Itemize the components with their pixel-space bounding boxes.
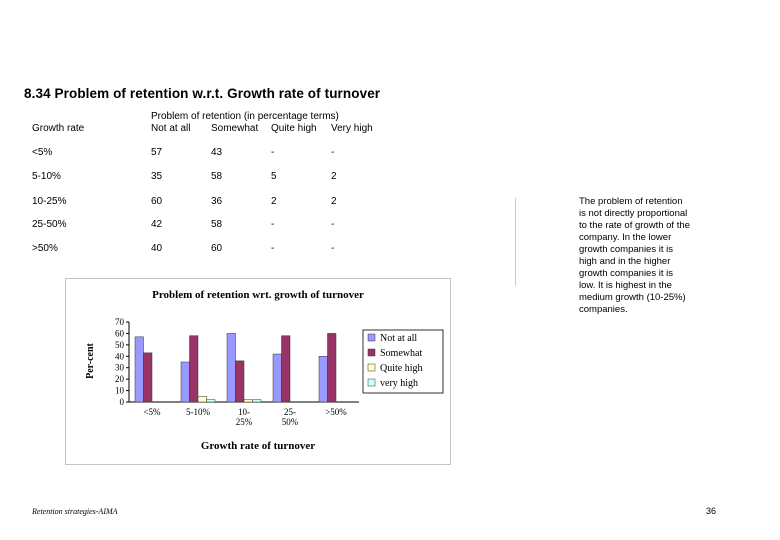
table-cell: 58 [211,171,223,182]
table-cell: 60 [151,196,163,207]
table-cell: 5 [271,171,277,182]
table-cell: - [331,243,335,254]
bar [252,399,262,403]
table-cell: - [271,219,275,230]
divider-line [515,198,516,286]
x-tick-label: 5-10% [186,407,210,417]
bar [143,352,153,403]
row-label: >50% [32,243,58,254]
bar [243,399,253,403]
footer-source: Retention strategies-AIMA [32,507,118,516]
y-tick-label: 10 [115,386,125,396]
bar [180,361,190,403]
chart-legend: Not at all Somewhat Quite high very high [362,329,444,394]
table-cell: 43 [211,147,223,158]
table-cell: 58 [211,219,223,230]
legend-label: Quite high [380,363,423,374]
table-cell: 60 [211,243,223,254]
legend-label: Not at all [380,333,417,344]
x-tick-label: 25- [284,407,296,417]
table-cell: 40 [151,243,163,254]
bar [281,335,291,403]
column-header: Very high [331,123,373,134]
group-header: Problem of retention (in percentage term… [151,111,339,122]
table-cell: - [331,219,335,230]
x-tick-label: 25% [236,417,253,427]
legend-swatch [367,348,376,357]
table-cell: 2 [271,196,277,207]
page-number: 36 [706,506,717,516]
table-cell: 42 [151,219,163,230]
x-tick-label: 10- [238,407,250,417]
y-axis-label: Per-cent [85,342,96,378]
column-header: Somewhat [211,123,259,134]
x-tick-label: 50% [282,417,299,427]
bar [272,353,282,403]
legend-swatch [367,333,376,342]
table-cell: 35 [151,171,163,182]
bar [226,333,236,403]
column-header: Quite high [271,123,317,134]
bar [235,360,245,403]
row-label: 25-50% [32,219,67,230]
bar [327,333,337,403]
legend-box [362,329,444,394]
table-cell: 2 [331,196,337,207]
legend-label: very high [380,378,418,389]
bar [197,396,207,403]
y-tick-label: 20 [115,374,125,384]
bar [318,356,328,403]
section-heading: 8.34 Problem of retention w.r.t. Growth … [24,86,381,101]
bar-chart: Problem of retention wrt. growth of turn… [65,278,451,465]
x-tick-label: >50% [325,407,347,417]
x-tick-label: <5% [143,407,161,417]
legend-label: Somewhat [380,348,422,359]
table-cell: - [271,147,275,158]
row-header: Growth rate [32,123,85,134]
table-cell: 36 [211,196,223,207]
bar [189,335,199,403]
row-label: 5-10% [32,171,61,182]
chart-title: Problem of retention wrt. growth of turn… [152,289,364,301]
y-tick-label: 70 [115,317,125,327]
chart-canvas: Problem of retention wrt. growth of turn… [85,289,444,452]
row-label: 10-25% [32,196,67,207]
table-cell: - [331,147,335,158]
x-axis-label: Growth rate of turnover [201,440,315,452]
legend-swatch [367,363,376,372]
y-tick-label: 0 [120,397,125,407]
y-tick-label: 30 [115,363,125,373]
bar [134,336,144,403]
commentary-note: The problem of retention is not directly… [579,196,690,315]
row-label: <5% [32,147,53,158]
y-tick-label: 40 [115,351,125,361]
y-tick-label: 50 [115,340,125,350]
column-header: Not at all [151,123,191,134]
table-cell: 2 [331,171,337,182]
y-tick-label: 60 [115,328,125,338]
legend-swatch [367,378,376,387]
table-cell: 57 [151,147,163,158]
bar [206,399,216,403]
table-cell: - [271,243,275,254]
